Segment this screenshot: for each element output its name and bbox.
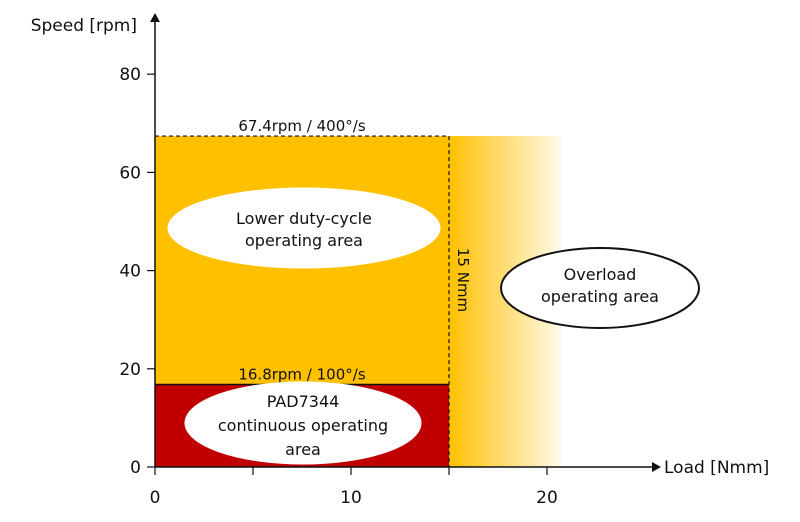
y-tick-label: 0 [130, 458, 141, 478]
y-ticks: 0 20 40 60 80 [119, 65, 155, 478]
x-axis-label: Load [Nmm] [664, 458, 769, 478]
top-speed-annotation: 67.4rpm / 400°/s [238, 117, 365, 135]
x-axis-arrow [652, 462, 661, 472]
lower-duty-label: Lower duty-cycle operating area [167, 187, 441, 269]
x-tick-label: 10 [340, 488, 362, 508]
continuous-label: PAD7344 continuous operating area [184, 381, 422, 465]
y-tick-label: 60 [119, 163, 141, 183]
y-tick-label: 40 [119, 262, 141, 282]
lower-duty-label-line-2: operating area [245, 231, 363, 250]
torque-limit-annotation: 15 Nmm [454, 248, 472, 312]
overload-label-line-2: operating area [541, 287, 659, 306]
continuous-label-line-3: area [285, 440, 321, 459]
y-axis-arrow [150, 13, 160, 22]
y-axis-label: Speed [rpm] [31, 16, 137, 36]
lower-duty-label-line-1: Lower duty-cycle [236, 209, 372, 228]
overload-label-line-1: Overload [564, 265, 637, 284]
lower-duty-ellipse [167, 187, 441, 269]
overload-ellipse [500, 247, 700, 329]
continuous-ellipse [184, 381, 422, 465]
x-ticks: 0 10 20 [150, 467, 558, 508]
continuous-speed-annotation: 16.8rpm / 100°/s [238, 366, 365, 384]
continuous-label-line-2: continuous operating [218, 416, 388, 435]
y-tick-label: 80 [119, 65, 141, 85]
x-tick-label: 20 [536, 488, 558, 508]
overload-label: Overload operating area [500, 247, 700, 329]
continuous-label-line-1: PAD7344 [267, 392, 340, 411]
y-tick-label: 20 [119, 360, 141, 380]
x-tick-label: 0 [150, 488, 161, 508]
